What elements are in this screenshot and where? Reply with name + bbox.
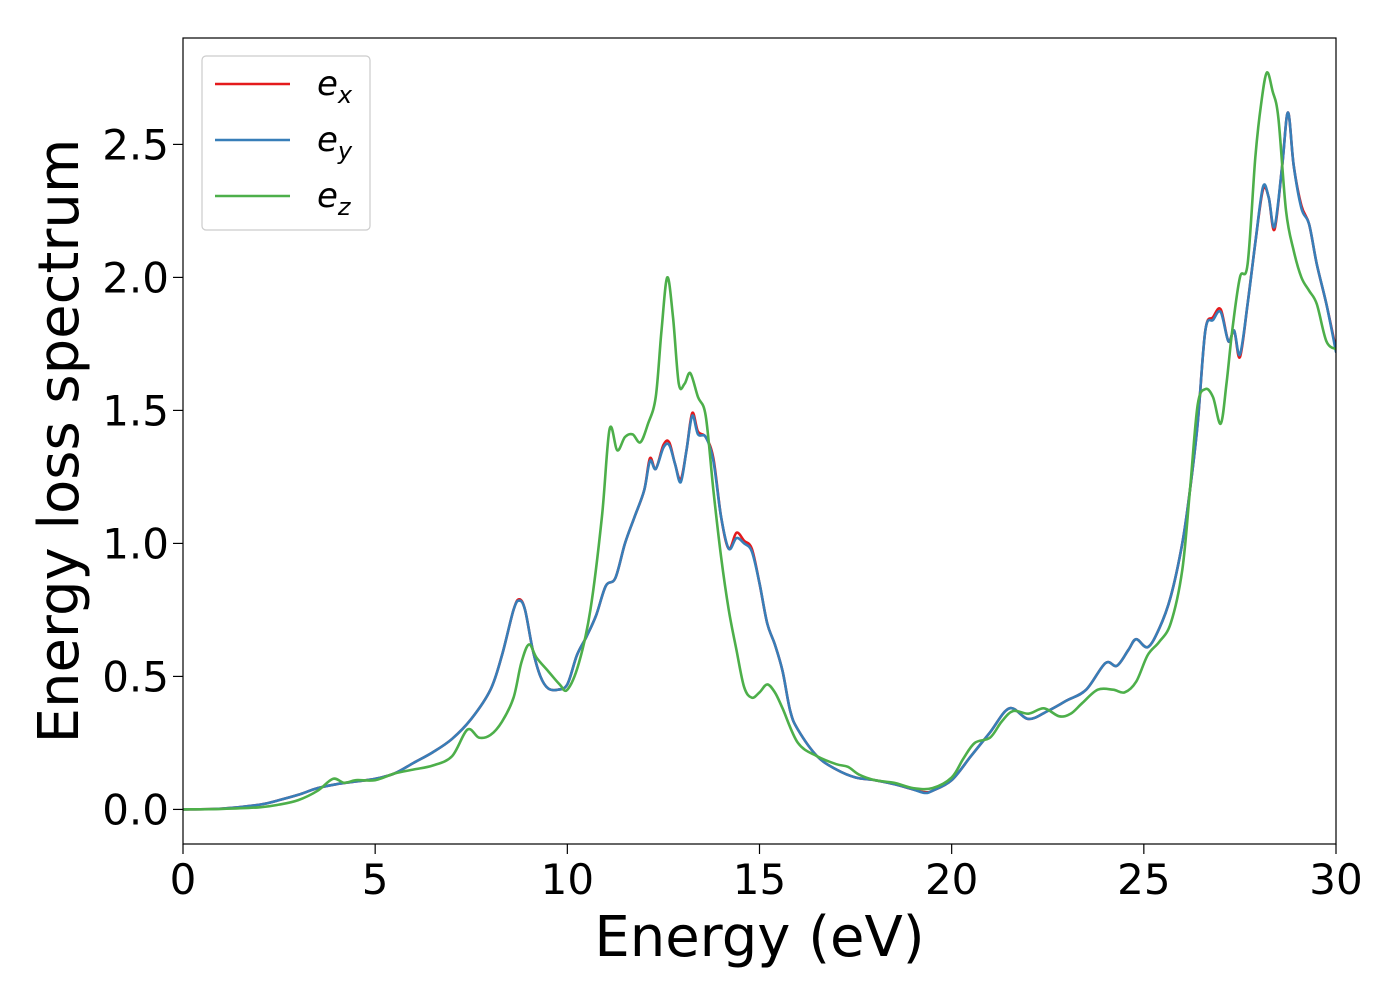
legend-label-base: e bbox=[317, 120, 338, 160]
legend-box bbox=[201, 55, 371, 231]
x-tick-label: 25 bbox=[1117, 855, 1170, 904]
x-tick-label: 20 bbox=[925, 855, 978, 904]
x-axis: 0 5 10 15 20 25 30 bbox=[170, 844, 1363, 904]
y-tick-label: 2.0 bbox=[102, 253, 169, 302]
legend-label-x: ex bbox=[317, 64, 353, 109]
x-tick-label: 30 bbox=[1309, 855, 1362, 904]
y-axis-label: Energy loss spectrum bbox=[27, 139, 92, 744]
legend-label-z: ez bbox=[317, 176, 352, 221]
y-tick-label: 1.5 bbox=[102, 386, 169, 435]
x-tick-label: 10 bbox=[541, 855, 594, 904]
legend-label-base: e bbox=[317, 176, 338, 216]
legend-label-base: e bbox=[317, 64, 338, 104]
legend-label-subscript: y bbox=[337, 137, 353, 165]
x-tick-label: 15 bbox=[733, 855, 786, 904]
legend-label-subscript: x bbox=[337, 81, 353, 109]
x-tick-label: 0 bbox=[170, 855, 197, 904]
legend-label-subscript: z bbox=[337, 193, 352, 221]
y-axis: 0.0 0.5 1.0 1.5 2.0 2.5 bbox=[102, 120, 183, 834]
legend-label-y: ey bbox=[317, 120, 353, 165]
x-axis-label: Energy (eV) bbox=[594, 905, 924, 970]
y-tick-label: 0.5 bbox=[102, 652, 169, 701]
series-line-z bbox=[183, 71, 1336, 811]
series-layer bbox=[183, 71, 1336, 811]
y-tick-label: 2.5 bbox=[102, 120, 169, 169]
series-line-y bbox=[183, 111, 1336, 811]
y-tick-label: 1.0 bbox=[102, 519, 169, 568]
x-tick-label: 5 bbox=[362, 855, 389, 904]
y-tick-label: 0.0 bbox=[102, 785, 169, 834]
